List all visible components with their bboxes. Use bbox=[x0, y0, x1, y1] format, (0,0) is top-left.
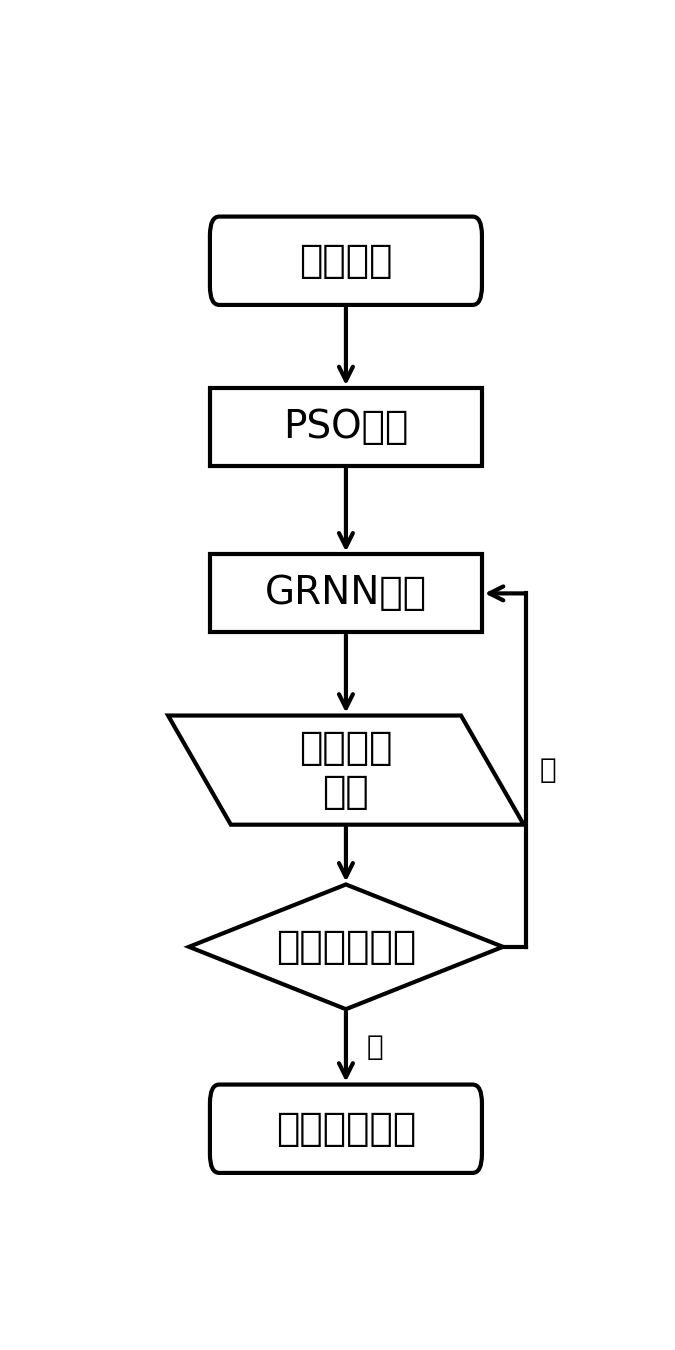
FancyBboxPatch shape bbox=[210, 216, 482, 305]
Bar bbox=[210, 555, 482, 632]
Text: 计算光滑
因子: 计算光滑 因子 bbox=[299, 729, 393, 811]
Polygon shape bbox=[189, 884, 503, 1010]
Bar bbox=[210, 387, 482, 466]
Text: 导入参数: 导入参数 bbox=[299, 242, 393, 279]
FancyBboxPatch shape bbox=[210, 1084, 482, 1173]
Text: 否: 否 bbox=[539, 756, 556, 784]
Text: 是: 是 bbox=[367, 1033, 383, 1061]
Text: 输出预测结果: 输出预测结果 bbox=[276, 1110, 416, 1148]
Text: 是否满足精度: 是否满足精度 bbox=[276, 927, 416, 965]
Text: PSO优化: PSO优化 bbox=[284, 408, 408, 446]
Text: GRNN建模: GRNN建模 bbox=[265, 574, 427, 613]
Polygon shape bbox=[168, 716, 524, 825]
